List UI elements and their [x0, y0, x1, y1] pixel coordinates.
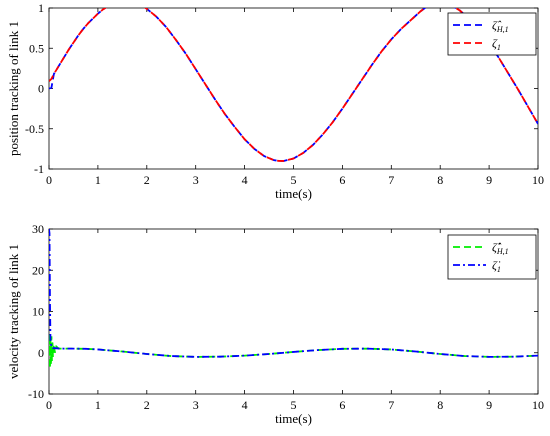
- x-tick-label: 8: [437, 398, 443, 412]
- x-axis-label: time(s): [275, 411, 312, 426]
- x-tick-label: 2: [144, 173, 150, 187]
- x-tick-label: 5: [291, 173, 297, 187]
- y-tick-label: 0: [38, 346, 44, 360]
- legend-label: ζ1: [492, 36, 501, 52]
- y-tick-label: 30: [32, 222, 44, 236]
- x-tick-label: 8: [437, 173, 443, 187]
- y-tick-label: 20: [32, 263, 44, 277]
- legend-label: ζ̂̇H,1: [492, 240, 509, 256]
- x-tick-label: 9: [486, 398, 492, 412]
- x-tick-label: 4: [242, 173, 248, 187]
- legend: ζ̂̇H,1 ζ̇1: [447, 234, 537, 280]
- y-tick-label: 0: [38, 82, 44, 96]
- x-tick-label: 9: [486, 173, 492, 187]
- x-tick-label: 10: [532, 173, 544, 187]
- chart-panel-1: 0 1 2 3 4 5 6 7 8 9 10 1 0.5 0 -0.5 -1 time(s) position t…: [6, 1, 544, 201]
- x-tick-label: 1: [95, 398, 101, 412]
- x-tick-label: 1: [95, 173, 101, 187]
- x-tick-label: 0: [46, 173, 52, 187]
- y-tick-label: 10: [32, 305, 44, 319]
- series-line-2: [49, 229, 538, 358]
- x-tick-label: 7: [388, 398, 394, 412]
- x-tick-label: 2: [144, 398, 150, 412]
- y-tick-label: -0.5: [25, 122, 44, 136]
- y-axis-label: velocity tracking of link 1: [6, 244, 21, 379]
- x-tick-label: 3: [193, 173, 199, 187]
- x-tick-label: 5: [291, 398, 297, 412]
- legend-box: [447, 12, 537, 56]
- legend-label: ζ̂H,1: [492, 18, 509, 34]
- series-line-2: [49, 8, 538, 162]
- y-axis-label: position tracking of link 1: [6, 21, 21, 156]
- legend: ζ̂H,1 ζ1: [447, 12, 537, 56]
- x-tick-label: 10: [532, 398, 544, 412]
- y-tick-label: -1: [34, 162, 44, 176]
- x-tick-label: 4: [242, 398, 248, 412]
- legend-box: [447, 234, 537, 280]
- x-axis-label: time(s): [275, 186, 312, 201]
- y-tick-label: -10: [28, 387, 44, 401]
- x-tick-label: 0: [46, 398, 52, 412]
- x-tick-label: 7: [388, 173, 394, 187]
- y-tick-label: 0.5: [29, 41, 44, 55]
- x-tick-label: 6: [339, 173, 345, 187]
- x-tick-label: 3: [193, 398, 199, 412]
- legend-label: ζ̇1: [492, 258, 501, 274]
- y-tick-label: 1: [38, 1, 44, 15]
- x-tick-label: 6: [339, 398, 345, 412]
